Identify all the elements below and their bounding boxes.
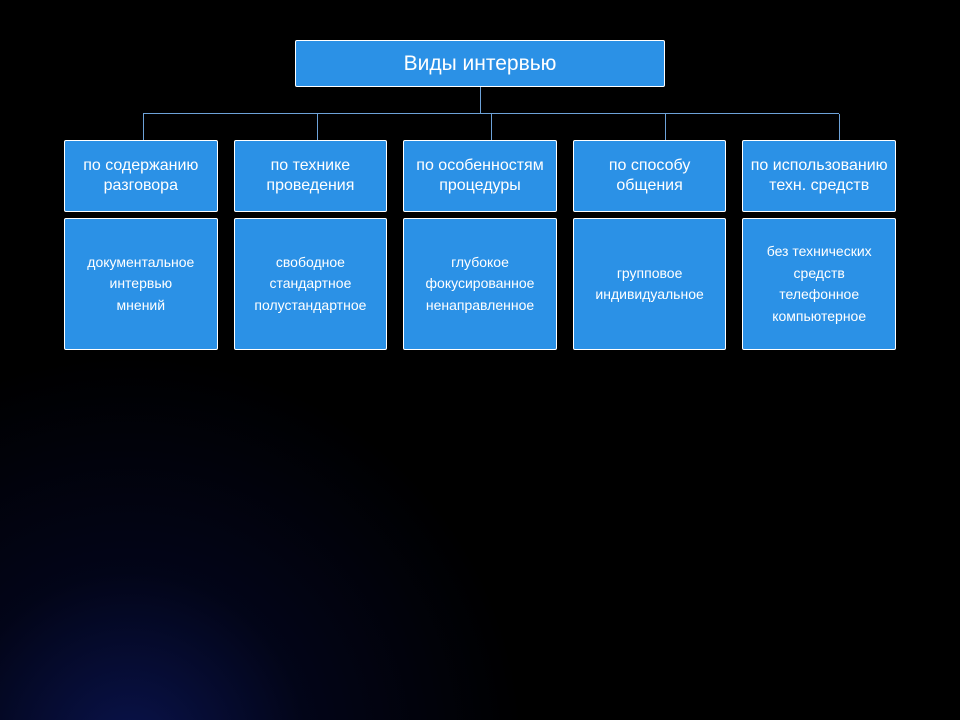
item-label: стандартное xyxy=(269,273,351,295)
items-node: без техническихсредствтелефонноекомпьюте… xyxy=(742,218,896,350)
item-label: документальное xyxy=(87,252,194,274)
connector-drop xyxy=(839,114,840,140)
item-label: компьютерное xyxy=(772,306,866,328)
items-node: глубокоефокусированноененаправленное xyxy=(403,218,557,350)
items-node: документальноеинтервьюмнений xyxy=(64,218,218,350)
category-label: по особенностям процедуры xyxy=(416,156,543,196)
item-label: глубокое xyxy=(451,252,509,274)
background-glow xyxy=(0,300,580,720)
category-label: по использованию техн. средств xyxy=(751,156,888,196)
item-label: индивидуальное xyxy=(595,284,703,306)
item-label: ненаправленное xyxy=(426,295,534,317)
connector-drops xyxy=(0,114,960,140)
category-node: по содержанию разговора xyxy=(64,140,218,212)
item-label: средств xyxy=(794,263,845,285)
org-chart: Виды интервью по содержанию разговора док… xyxy=(0,40,960,350)
connector-drop xyxy=(665,114,666,140)
root-node: Виды интервью xyxy=(295,40,665,87)
column: по способу общения групповоеиндивидуально… xyxy=(573,140,727,350)
column: по особенностям процедуры глубокоефокусир… xyxy=(403,140,557,350)
connector-drop xyxy=(143,114,144,140)
category-node: по способу общения xyxy=(573,140,727,212)
item-label: полустандартное xyxy=(254,295,366,317)
columns: по содержанию разговора документальноеинт… xyxy=(0,140,960,350)
category-node: по особенностям процедуры xyxy=(403,140,557,212)
root-label: Виды интервью xyxy=(404,52,557,75)
connector-trunk xyxy=(480,87,481,113)
category-label: по способу общения xyxy=(609,156,690,196)
item-label: телефонное xyxy=(779,284,859,306)
connector-drop xyxy=(317,114,318,140)
column: по использованию техн. средств без технич… xyxy=(742,140,896,350)
item-label: свободное xyxy=(276,252,345,274)
items-node: групповоеиндивидуальное xyxy=(573,218,727,350)
item-label: мнений xyxy=(117,295,166,317)
item-label: фокусированное xyxy=(426,273,535,295)
connector-drop xyxy=(491,114,492,140)
category-node: по использованию техн. средств xyxy=(742,140,896,212)
item-label: без технических xyxy=(767,241,872,263)
column: по технике проведения свободноестандартно… xyxy=(234,140,388,350)
column: по содержанию разговора документальноеинт… xyxy=(64,140,218,350)
items-node: свободноестандартноеполустандартное xyxy=(234,218,388,350)
category-label: по технике проведения xyxy=(266,156,354,196)
item-label: групповое xyxy=(617,263,683,285)
category-node: по технике проведения xyxy=(234,140,388,212)
item-label: интервью xyxy=(110,273,173,295)
category-label: по содержанию разговора xyxy=(83,156,198,196)
